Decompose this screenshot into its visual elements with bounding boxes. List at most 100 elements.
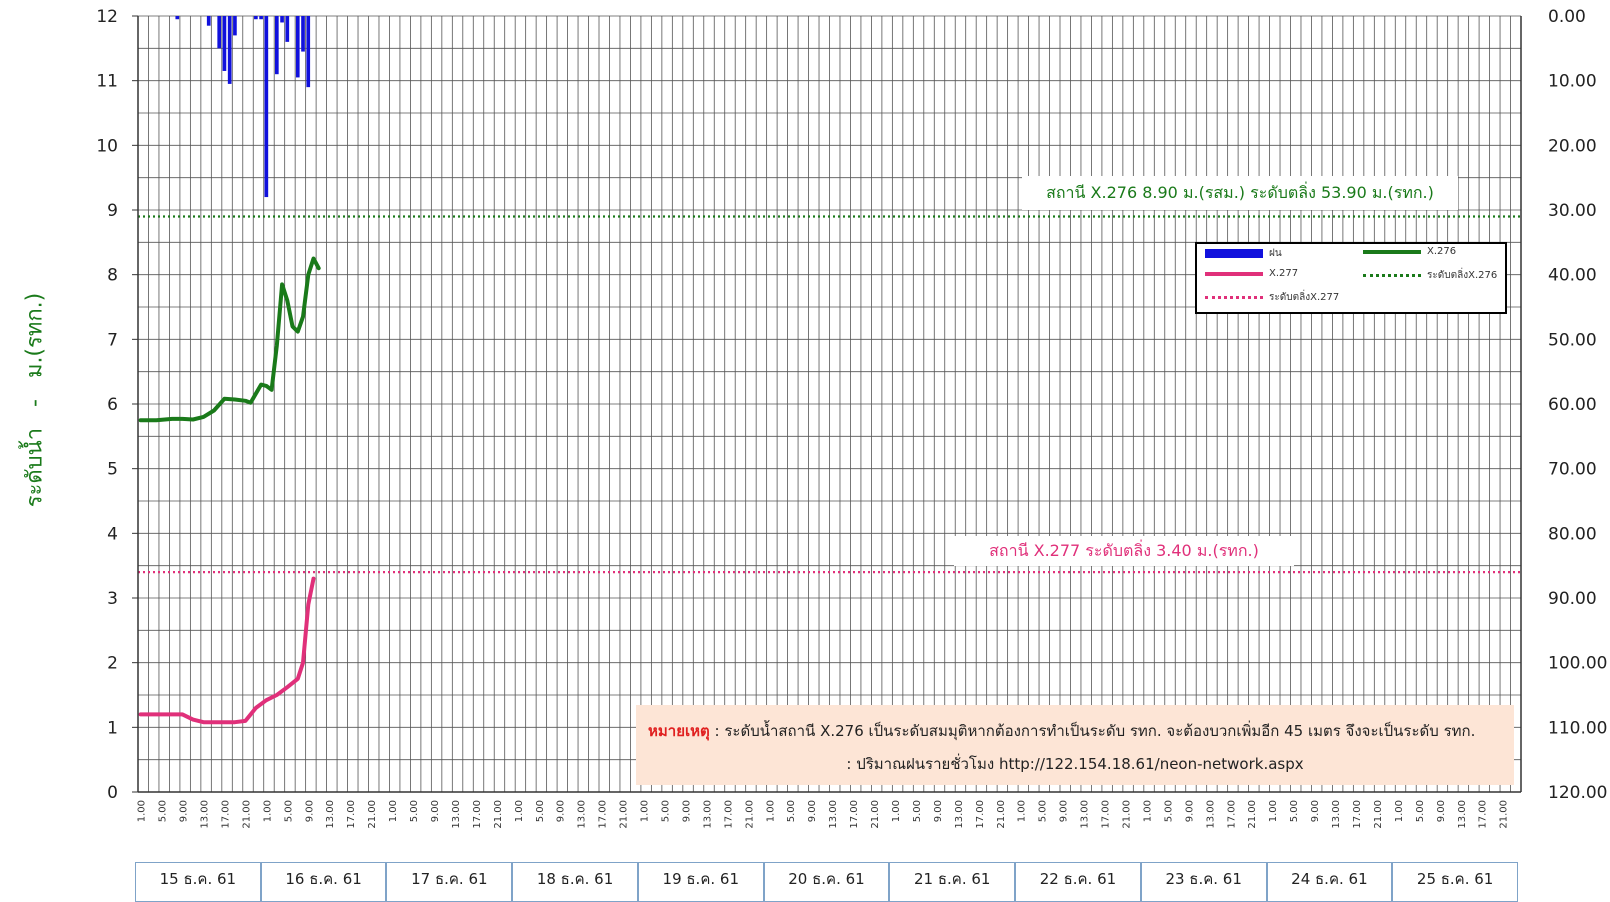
left-tick-label: 10 — [96, 136, 118, 156]
x-hour-tick-label: 9.00 — [1059, 800, 1070, 822]
legend-label-x277: X.277 — [1269, 268, 1299, 279]
legend-item-bank276: ระดับตลิ่งX.276 — [1363, 268, 1497, 283]
x-hour-tick-label: 13.00 — [451, 800, 462, 829]
x-hour-tick-label: 21.00 — [241, 800, 252, 829]
x-hour-tick-label: 21.00 — [493, 800, 504, 829]
right-tick-labels: 0.00 10.00 20.00 30.00 40.00 50.00 60.00 70.00 8… — [1548, 7, 1607, 803]
x-hour-tick-label: 1.00 — [1017, 800, 1028, 822]
x-hour-tick-label: 9.00 — [681, 800, 692, 822]
x-hour-tick-label: 21.00 — [1121, 800, 1132, 829]
date-cell: 20 ธ.ค. 61 — [763, 862, 890, 902]
date-cell: 21 ธ.ค. 61 — [889, 862, 1016, 902]
footnote-text-1: : ระดับน้ำสถานี X.276 เป็นระดับสมมุติหาก… — [709, 722, 1476, 740]
x-hour-tick-label: 1.00 — [262, 800, 273, 822]
x-hour-tick-label: 9.00 — [1436, 800, 1447, 822]
rain-bar — [274, 16, 279, 75]
x-hour-tick-label: 21.00 — [1373, 800, 1384, 829]
rain-bar — [254, 16, 258, 20]
right-tick-label: 0.00 — [1548, 7, 1586, 27]
legend-swatch-x276 — [1363, 249, 1421, 254]
x-hour-tick-label: 9.00 — [430, 800, 441, 822]
legend-item-x277: X.277 — [1205, 268, 1298, 279]
rain-bar — [301, 16, 305, 52]
date-cell: 19 ธ.ค. 61 — [637, 862, 764, 902]
rain-bar — [285, 16, 290, 42]
left-tick-label: 12 — [96, 7, 118, 27]
date-cell: 23 ธ.ค. 61 — [1140, 862, 1267, 902]
chart-grid — [137, 15, 1522, 793]
x-hour-tick-label: 13.00 — [1457, 800, 1468, 829]
left-tick-label: 7 — [107, 330, 118, 350]
bank-annotation-x277: สถานี X.277 ระดับตลิ่ง 3.40 ม.(รทก.) — [954, 536, 1294, 566]
y-axis-label-text: ระดับน้ำ - ม.(รทก.) — [22, 292, 48, 508]
rain-bar — [295, 16, 300, 78]
x-hour-tick-label: 13.00 — [199, 800, 210, 829]
date-cell: 18 ธ.ค. 61 — [512, 862, 638, 902]
x-hour-tick-label: 1.00 — [891, 800, 902, 822]
x-hour-tick-label: 17.00 — [472, 800, 483, 829]
right-tick-label: 80.00 — [1548, 524, 1597, 544]
x-hour-tick-label: 5.00 — [409, 800, 420, 822]
x-hour-tick-label: 5.00 — [1289, 800, 1300, 822]
left-tick-label: 3 — [107, 589, 118, 609]
legend-label-x276: X.276 — [1427, 246, 1457, 257]
footnote-line-2: : ปริมาณฝนรายชั่วโมง http://122.154.18.6… — [846, 755, 1304, 773]
x-hour-tick-label: 9.00 — [1310, 800, 1321, 822]
x-hour-tick-label: 5.00 — [535, 800, 546, 822]
x-hour-tick-label: 13.00 — [828, 800, 839, 829]
x-hour-tick-label: 13.00 — [702, 800, 713, 829]
x-hour-tick-label: 17.00 — [1478, 800, 1489, 829]
x-hour-tick-label: 21.00 — [1247, 800, 1258, 829]
date-cell: 22 ธ.ค. 61 — [1015, 862, 1141, 902]
right-tick-label: 120.00 — [1548, 783, 1607, 803]
right-tick-label: 40.00 — [1548, 266, 1597, 286]
legend-label-bank276: ระดับตลิ่งX.276 — [1427, 270, 1498, 281]
reference-lines — [138, 215, 1521, 574]
footnote-line-1: หมายเหตุ : ระดับน้ำสถานี X.276 เป็นระดับ… — [648, 715, 1502, 748]
left-tick-label: 0 — [107, 783, 118, 803]
x-hour-tick-label: 9.00 — [1184, 800, 1195, 822]
right-tick-label: 20.00 — [1548, 136, 1597, 156]
x-hour-tick-label: 9.00 — [556, 800, 567, 822]
x-hour-tick-label: 1.00 — [1268, 800, 1279, 822]
left-tick-label: 2 — [107, 654, 118, 674]
rain-bar — [222, 16, 227, 71]
x-hour-tick-label: 5.00 — [786, 800, 797, 822]
rain-bar — [217, 16, 222, 49]
x-hour-tick-label: 17.00 — [723, 800, 734, 829]
x-hour-tick-label: 5.00 — [912, 800, 923, 822]
right-tick-label: 110.00 — [1548, 718, 1607, 738]
x-hour-tick-label: 5.00 — [1038, 800, 1049, 822]
footnote-label: หมายเหตุ — [648, 722, 710, 740]
x-hour-tick-label: 5.00 — [1415, 800, 1426, 822]
left-tick-label: 4 — [107, 524, 118, 544]
rain-bar — [306, 16, 311, 88]
legend-item-x276: X.276 — [1363, 246, 1456, 257]
x-hour-tick-label: 17.00 — [975, 800, 986, 829]
x-hour-tick-label: 5.00 — [283, 800, 294, 822]
rain-bar — [264, 16, 269, 198]
date-cell: 16 ธ.ค. 61 — [260, 862, 387, 902]
left-tick-label: 6 — [107, 395, 118, 415]
bank-annotation-x276: สถานี X.276 8.90 ม.(รสม.) ระดับตลิ่ง 53.… — [1022, 176, 1458, 210]
left-tick-label: 5 — [107, 460, 118, 480]
rain-bars — [175, 16, 311, 198]
legend-item-bank277: ระดับตลิ่งX.277 — [1205, 290, 1339, 305]
rain-bar — [233, 16, 237, 36]
x-hour-tick-label: 17.00 — [346, 800, 357, 829]
x-hour-tick-label: 1.00 — [388, 800, 399, 822]
rain-bar — [206, 16, 211, 26]
legend-swatch-bank276 — [1363, 274, 1421, 277]
rain-bar — [175, 16, 180, 20]
x-hour-tick-label: 1.00 — [1394, 800, 1405, 822]
x-hour-tick-label: 9.00 — [807, 800, 818, 822]
series-line-X.276 — [138, 256, 321, 423]
rain-bar — [227, 16, 232, 84]
x-hour-tick-label: 1.00 — [640, 800, 651, 822]
right-tick-label: 50.00 — [1548, 330, 1597, 350]
x-hour-tick-label: 1.00 — [137, 800, 148, 822]
x-hour-tick-label: 17.00 — [598, 800, 609, 829]
legend: ฝน X.276 X.277 ระดับตลิ่งX.276 ระดับตลิ่… — [1195, 242, 1507, 314]
legend-swatch-x277 — [1205, 271, 1263, 276]
